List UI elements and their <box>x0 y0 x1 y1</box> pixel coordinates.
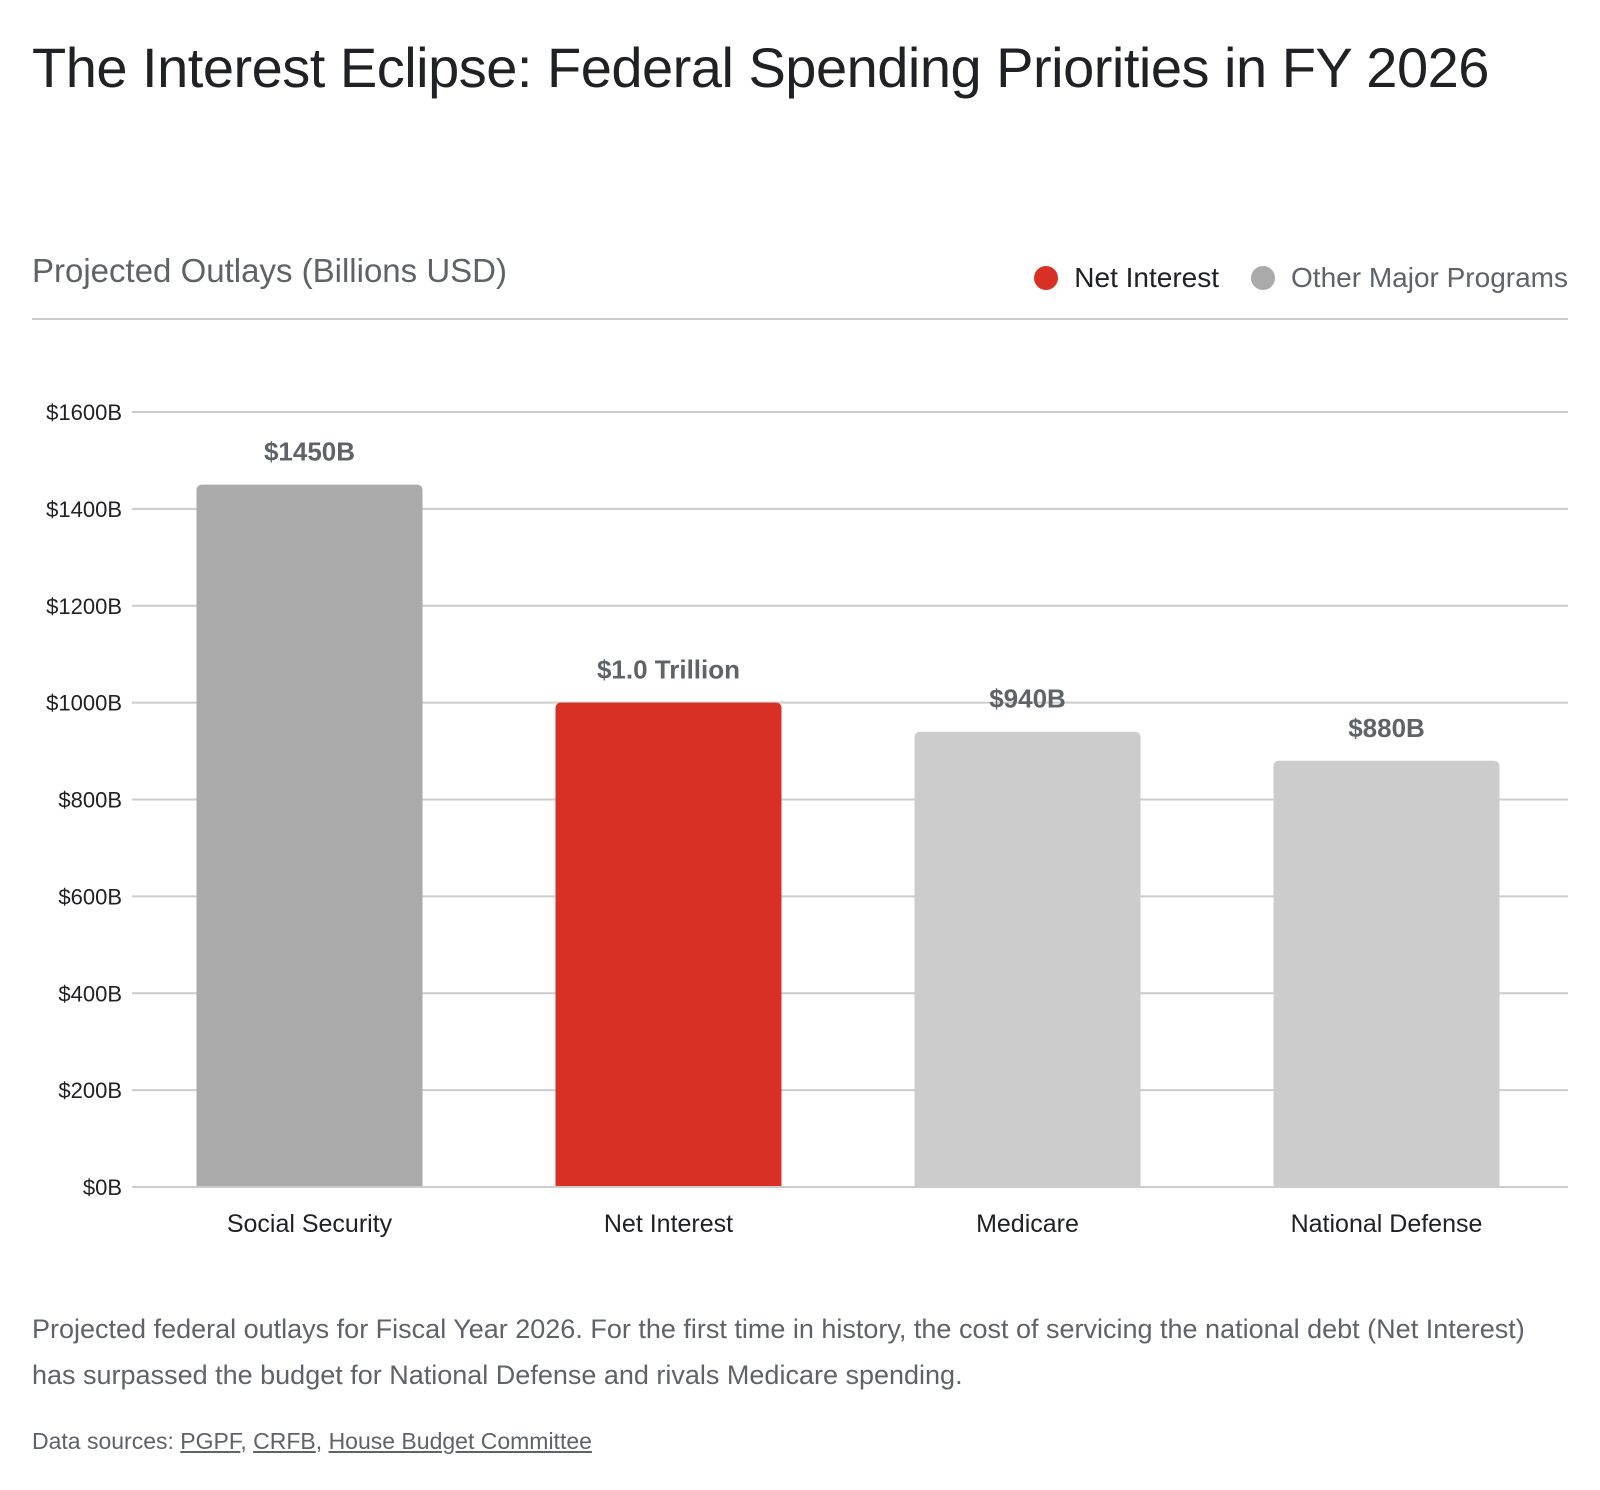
sources-separator: , <box>240 1428 254 1454</box>
x-axis: Social Security Net Interest Medicare Natio… <box>132 1186 1568 1238</box>
header-divider <box>32 318 1568 320</box>
data-label: $1.0 Trillion <box>597 655 740 685</box>
source-link-house-budget-committee[interactable]: House Budget Committee <box>328 1428 592 1454</box>
x-tick-label: National Defense <box>1291 1210 1483 1238</box>
legend-item-other-programs: Other Major Programs <box>1251 262 1568 294</box>
legend-swatch-other-programs <box>1251 266 1276 290</box>
chart-title: The Interest Eclipse: Federal Spending P… <box>32 36 1489 99</box>
source-link-crfb[interactable]: CRFB <box>253 1428 316 1454</box>
legend-swatch-net-interest <box>1034 266 1059 290</box>
data-labels: $1450B $1.0 Trillion $940B $880B <box>264 437 1425 743</box>
sources-separator: , <box>315 1428 329 1454</box>
x-tick-label: Net Interest <box>604 1210 733 1238</box>
data-label: $940B <box>989 684 1066 714</box>
y-tick-label: $200B <box>58 1078 122 1103</box>
data-label: $880B <box>1348 713 1425 743</box>
legend-item-net-interest: Net Interest <box>1034 262 1219 294</box>
bar-net-interest <box>555 702 782 1187</box>
bar-social-security <box>196 484 423 1187</box>
data-sources: Data sources: PGPF, CRFB, House Budget C… <box>32 1428 592 1455</box>
legend: Net Interest Other Major Programs <box>1002 262 1568 294</box>
x-tick-label: Medicare <box>976 1210 1079 1238</box>
legend-label-net-interest: Net Interest <box>1074 262 1220 293</box>
y-tick-label: $0B <box>83 1175 122 1200</box>
y-tick-label: $600B <box>58 884 122 909</box>
y-tick-label: $1600B <box>46 400 122 425</box>
data-label: $1450B <box>264 437 355 467</box>
bar-chart: $0B $200B $400B $600B $800B $1000B $1200B $1400… <box>46 400 1568 1238</box>
y-tick-label: $1200B <box>46 594 122 619</box>
y-axis: $0B $200B $400B $600B $800B $1000B $1200B $1400… <box>46 400 122 1200</box>
chart-caption: Projected federal outlays for Fiscal Yea… <box>32 1314 1525 1390</box>
y-tick-label: $400B <box>58 981 122 1006</box>
bars <box>196 484 1500 1187</box>
bar-medicare <box>914 731 1141 1187</box>
y-tick-label: $1400B <box>46 497 122 522</box>
legend-label-other-programs: Other Major Programs <box>1291 262 1568 293</box>
source-link-pgpf[interactable]: PGPF <box>180 1428 241 1454</box>
sources-prefix: Data sources: <box>32 1428 181 1454</box>
bar-national-defense <box>1273 760 1500 1187</box>
y-tick-label: $800B <box>58 788 122 813</box>
x-tick-label: Social Security <box>227 1210 393 1238</box>
y-tick-label: $1000B <box>46 691 122 716</box>
chart-subtitle: Projected Outlays (Billions USD) <box>32 252 507 289</box>
